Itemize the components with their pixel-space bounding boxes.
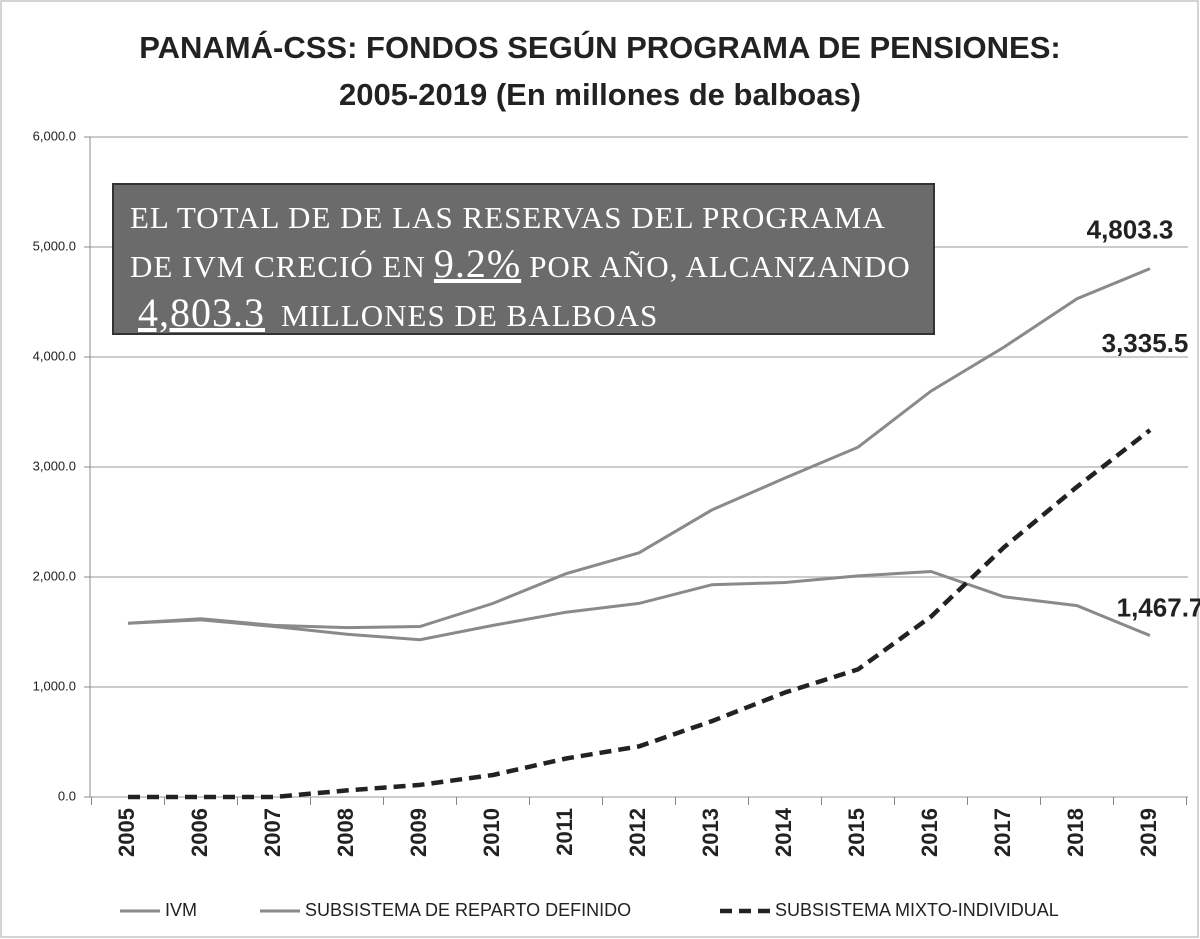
x-tick-label: 2009 — [406, 808, 431, 857]
legend-label: SUBSISTEMA MIXTO-INDIVIDUAL — [775, 900, 1059, 920]
y-tick-label: 0.0 — [58, 788, 76, 803]
data-label: 3,335.5 — [1102, 328, 1189, 358]
x-tick-label: 2018 — [1063, 808, 1088, 857]
x-tick-label: 2008 — [333, 808, 358, 857]
x-tick-label: 2010 — [479, 808, 504, 857]
data-label: 4,803.3 — [1087, 215, 1174, 245]
annotation-text: 4,803.3 — [138, 290, 265, 335]
x-tick-label: 2005 — [114, 808, 139, 857]
y-tick-label: 4,000.0 — [33, 348, 76, 363]
annotation-line: DE IVM CRECIÓ EN 9.2% POR AÑO, ALCANZANDO — [130, 241, 933, 290]
legend-label: IVM — [165, 900, 197, 920]
annotation-text: DE IVM CRECIÓ EN — [130, 249, 426, 284]
y-tick-label: 3,000.0 — [33, 458, 76, 473]
y-tick-label: 2,000.0 — [33, 568, 76, 583]
annotation-line: EL TOTAL DE DE LAS RESERVAS DEL PROGRAMA — [130, 195, 933, 241]
annotation-text: POR AÑO, ALCANZANDO — [529, 249, 911, 284]
chart-title: 2005-2019 (En millones de balboas) — [339, 77, 861, 112]
y-tick-label: 1,000.0 — [33, 678, 76, 693]
data-label: 1,467.7 — [1117, 592, 1200, 622]
series-line — [128, 428, 1152, 800]
y-tick-label: 5,000.0 — [33, 238, 76, 253]
legend-label: SUBSISTEMA DE REPARTO DEFINIDO — [305, 900, 631, 920]
chart-title: PANAMÁ-CSS: FONDOS SEGÚN PROGRAMA DE PEN… — [139, 29, 1060, 65]
annotation-text: MILLONES DE BALBOAS — [281, 298, 659, 333]
x-tick-label: 2019 — [1136, 808, 1161, 857]
y-tick-label: 6,000.0 — [33, 128, 76, 143]
x-tick-label: 2013 — [698, 808, 723, 857]
x-tick-label: 2014 — [771, 807, 796, 857]
x-tick-label: 2007 — [260, 808, 285, 857]
annotation-text: EL TOTAL DE DE LAS RESERVAS DEL PROGRAMA — [130, 200, 886, 235]
x-tick-label: 2006 — [187, 808, 212, 857]
x-tick-label: 2012 — [625, 808, 650, 857]
x-tick-label: 2015 — [844, 808, 869, 857]
series-line — [127, 267, 1151, 630]
annotation-line: 4,803.3 MILLONES DE BALBOAS — [130, 290, 933, 339]
series-line — [127, 569, 1151, 642]
annotation: EL TOTAL DE DE LAS RESERVAS DEL PROGRAMA… — [112, 183, 935, 335]
x-tick-label: 2017 — [990, 808, 1015, 857]
annotation-text: 9.2% — [433, 241, 522, 286]
x-tick-label: 2011 — [552, 808, 577, 856]
x-tick-label: 2016 — [917, 808, 942, 857]
